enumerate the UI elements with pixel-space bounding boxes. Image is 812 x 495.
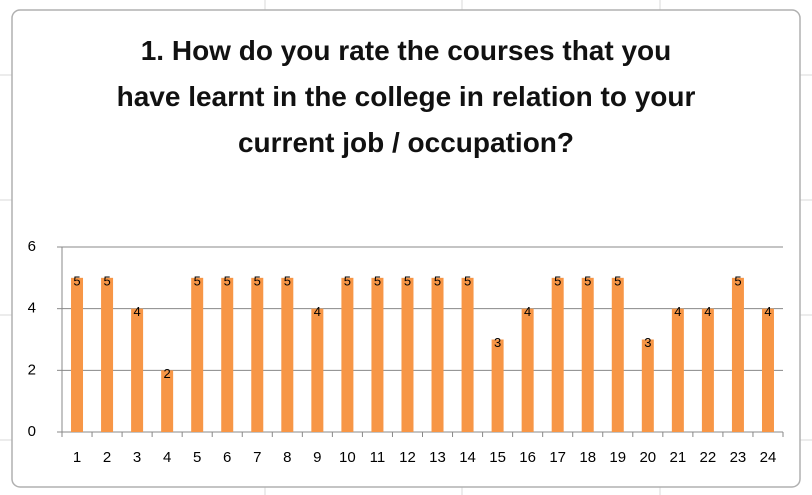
data-label: 4: [133, 304, 140, 319]
x-tick-label: 8: [283, 449, 291, 466]
data-label: 4: [764, 304, 771, 319]
bar: [431, 277, 444, 432]
data-label: 5: [434, 273, 441, 288]
bar: [281, 277, 294, 432]
x-tick-label: 4: [163, 449, 171, 466]
data-label: 5: [103, 273, 110, 288]
data-label: 4: [314, 304, 321, 319]
x-tick-label: 15: [489, 449, 506, 466]
x-tick-label: 6: [223, 449, 231, 466]
data-label: 5: [584, 273, 591, 288]
bar: [521, 308, 534, 432]
bar: [311, 308, 324, 432]
bar: [611, 277, 624, 432]
x-tick-label: 11: [370, 449, 386, 466]
y-tick-label: 4: [28, 300, 36, 317]
data-label: 5: [404, 273, 411, 288]
x-tick-label: 2: [103, 449, 111, 466]
bar: [221, 277, 234, 432]
data-label: 3: [644, 335, 651, 350]
bar: [161, 370, 174, 432]
bar: [461, 277, 474, 432]
x-tick-label: 19: [609, 449, 626, 466]
bar: [731, 277, 744, 432]
data-label: 5: [614, 273, 621, 288]
y-tick-label: 6: [28, 238, 36, 255]
data-label: 5: [194, 273, 201, 288]
bar: [671, 308, 684, 432]
bar: [761, 308, 774, 432]
x-tick-label: 16: [519, 449, 536, 466]
bar: [251, 277, 264, 432]
bar: [641, 339, 654, 432]
x-tick-label: 22: [700, 449, 717, 466]
x-tick-label: 3: [133, 449, 141, 466]
data-label: 5: [554, 273, 561, 288]
x-tick-label: 13: [429, 449, 446, 466]
y-tick-label: 2: [28, 361, 36, 378]
bar: [581, 277, 594, 432]
bar: [371, 277, 384, 432]
x-tick-label: 18: [579, 449, 596, 466]
data-label: 5: [374, 273, 381, 288]
x-tick-label: 7: [253, 449, 261, 466]
x-tick-label: 17: [549, 449, 566, 466]
chart-frame: [11, 9, 801, 488]
data-label: 5: [464, 273, 471, 288]
data-label: 5: [734, 273, 741, 288]
x-tick-label: 20: [639, 449, 656, 466]
y-tick-label: 0: [28, 423, 36, 440]
bar: [701, 308, 714, 432]
bar: [131, 308, 144, 432]
data-label: 5: [224, 273, 231, 288]
bar: [71, 277, 84, 432]
bar: [101, 277, 114, 432]
chart-title: 1. How do you rate the courses that you …: [116, 35, 696, 158]
x-tick-label: 10: [339, 449, 356, 466]
bar: [551, 277, 564, 432]
bar: [341, 277, 354, 432]
data-label: 5: [254, 273, 261, 288]
data-label: 4: [674, 304, 681, 319]
x-tick-label: 24: [760, 449, 777, 466]
bar: [401, 277, 414, 432]
data-label: 5: [73, 273, 80, 288]
data-label: 4: [524, 304, 531, 319]
data-label: 3: [494, 335, 501, 350]
x-tick-label: 21: [670, 449, 687, 466]
x-tick-label: 12: [399, 449, 416, 466]
bar: [191, 277, 204, 432]
x-tick-label: 14: [459, 449, 476, 466]
data-label: 5: [284, 273, 291, 288]
data-label: 4: [704, 304, 711, 319]
data-label: 2: [164, 366, 171, 381]
x-tick-label: 23: [730, 449, 747, 466]
x-tick-label: 1: [73, 449, 81, 466]
x-tick-label: 9: [313, 449, 321, 466]
x-tick-label: 5: [193, 449, 201, 466]
data-label: 5: [344, 273, 351, 288]
bar: [491, 339, 504, 432]
